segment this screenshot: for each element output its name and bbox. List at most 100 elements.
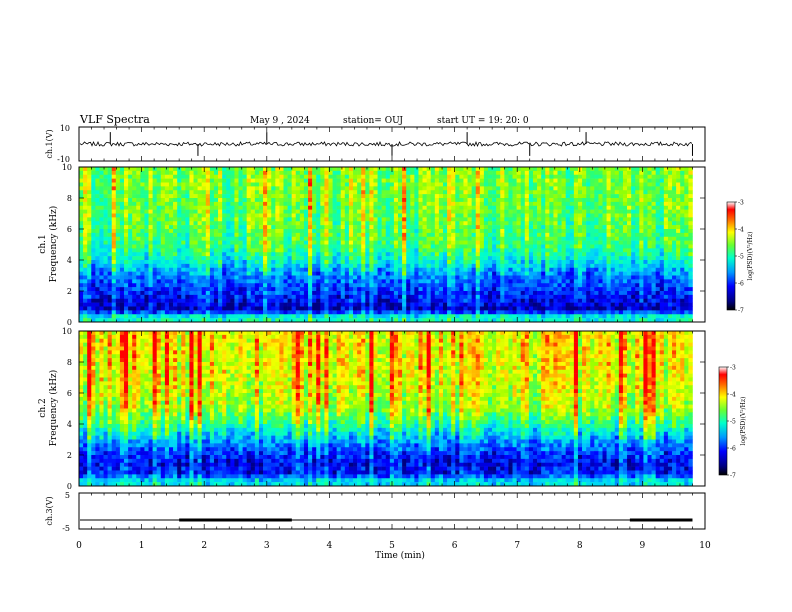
- spectrogram-cell: [344, 260, 350, 265]
- spectrogram-cell: [430, 260, 436, 265]
- spectrogram-cell: [594, 205, 599, 210]
- spectrogram-cell: [541, 271, 546, 276]
- spectrogram-cell: [635, 186, 640, 191]
- spectrogram-cell: [254, 213, 260, 218]
- spectrogram-cell: [348, 244, 354, 249]
- spectrogram-cell: [369, 205, 374, 210]
- spectrogram-cell: [308, 178, 313, 183]
- spectrogram-cell: [213, 279, 219, 284]
- spectrogram-cell: [635, 283, 640, 288]
- spectrogram-cell: [410, 283, 415, 288]
- spectrogram-cell: [197, 213, 202, 218]
- spectrogram-cell: [115, 221, 121, 226]
- spectrogram-cell: [590, 283, 595, 288]
- spectrogram-cell: [299, 229, 305, 234]
- spectrogram-cell: [504, 229, 509, 234]
- spectrogram-cell: [684, 267, 689, 272]
- spectrogram-cell: [561, 263, 566, 269]
- spectrogram-cell: [598, 263, 603, 269]
- spectrogram-cell: [79, 256, 84, 261]
- spectrogram-cell: [250, 279, 256, 284]
- spectrogram-cell: [132, 279, 137, 284]
- spectrogram-cell: [639, 252, 644, 257]
- spectrogram-cell: [213, 229, 219, 234]
- spectrogram-cell: [381, 213, 387, 218]
- spectrogram-cell: [451, 194, 456, 199]
- spectrogram-cell: [385, 263, 391, 269]
- spectrogram-cell: [385, 256, 391, 261]
- spectrogram-cell: [144, 291, 149, 296]
- spectrogram-cell: [226, 271, 231, 276]
- spectrogram-cell: [79, 190, 84, 195]
- spectrogram-cell: [430, 186, 436, 191]
- spectrogram-cell: [516, 244, 522, 249]
- spectrogram-cell: [651, 213, 656, 218]
- spectrogram-cell: [545, 287, 550, 292]
- spectrogram-cell: [492, 225, 497, 230]
- spectrogram-cell: [541, 236, 546, 241]
- spectrogram-cell: [402, 194, 407, 199]
- spectrogram-cell: [545, 167, 550, 172]
- spectrogram-cell: [500, 182, 505, 187]
- spectrogram-cell: [361, 232, 366, 238]
- spectrogram-cell: [565, 225, 571, 230]
- spectrogram-cell: [361, 174, 366, 179]
- spectrogram-cell: [152, 167, 158, 172]
- spectrogram-cell: [545, 186, 550, 191]
- spectrogram-cell: [430, 217, 436, 222]
- spectrogram-cell: [557, 194, 562, 199]
- spectrogram-cell: [320, 186, 325, 191]
- spectrogram-cell: [303, 209, 309, 214]
- spectrogram-cell: [246, 174, 252, 179]
- spectrogram-cell: [156, 174, 162, 179]
- spectrogram-cell: [655, 256, 661, 261]
- spectrogram-cell: [123, 186, 129, 191]
- spectrogram-cell: [479, 248, 485, 253]
- spectrogram-cell: [553, 209, 558, 214]
- spectrogram-cell: [430, 240, 436, 245]
- spectrogram-cell: [680, 190, 685, 195]
- spectrogram-cell: [303, 170, 309, 176]
- spectrogram-cell: [283, 287, 288, 292]
- spectrogram-cell: [483, 205, 489, 210]
- spectrogram-cell: [532, 236, 538, 241]
- spectrogram-cell: [348, 221, 354, 226]
- spectrogram-cell: [348, 209, 354, 214]
- spectrogram-cell: [577, 232, 583, 238]
- spectrogram-cell: [455, 244, 460, 249]
- spectrogram-cell: [406, 244, 411, 249]
- spectrogram-cell: [561, 287, 566, 292]
- spectrogram-cell: [222, 279, 227, 284]
- spectrogram-cell: [618, 167, 624, 172]
- spectrogram-cell: [647, 198, 652, 203]
- spectrogram-cell: [213, 244, 219, 249]
- spectrogram-cell: [667, 275, 673, 280]
- spectrogram-cell: [553, 221, 558, 226]
- spectrogram-cell: [426, 221, 432, 226]
- spectrogram-cell: [369, 190, 374, 195]
- spectrogram-cell: [193, 229, 198, 234]
- spectrogram-cell: [340, 244, 346, 249]
- spectrogram-cell: [426, 229, 432, 234]
- spectrogram-cell: [504, 244, 509, 249]
- spectrogram-cell: [586, 260, 591, 265]
- spectrogram-cell: [475, 267, 481, 272]
- spectrogram-cell: [438, 194, 444, 199]
- spectrogram-cell: [414, 225, 419, 230]
- spectrogram-cell: [156, 221, 162, 226]
- spectrogram-cell: [582, 263, 587, 269]
- spectrogram-cell: [508, 256, 513, 261]
- spectrogram-cell: [684, 167, 689, 172]
- spectrogram-cell: [500, 167, 505, 172]
- spectrogram-cell: [316, 201, 321, 207]
- spectrogram-cell: [622, 213, 628, 218]
- spectrogram-cell: [340, 170, 346, 176]
- spectrogram-cell: [402, 279, 407, 284]
- spectrogram-cell: [140, 201, 145, 207]
- spectrogram-cell: [443, 275, 448, 280]
- spectrogram-cell: [205, 279, 211, 284]
- spectrogram-cell: [369, 217, 374, 222]
- spectrogram-cell: [173, 236, 178, 241]
- spectrogram-cell: [205, 221, 211, 226]
- spectrogram-cell: [320, 252, 325, 257]
